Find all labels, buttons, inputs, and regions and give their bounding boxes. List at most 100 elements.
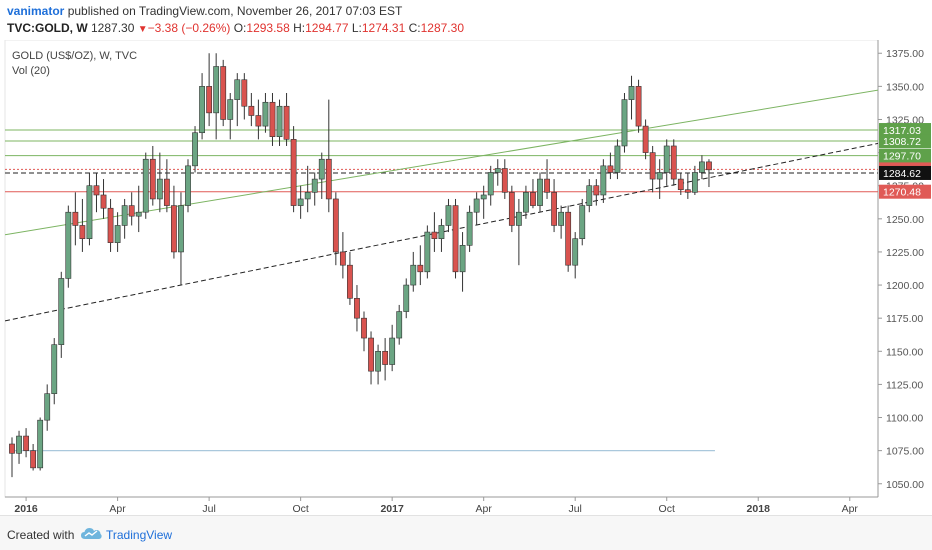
candle-down <box>9 443 15 454</box>
candle-up <box>663 145 670 173</box>
price-level-label: 1308.72 <box>883 136 921 148</box>
candle-down <box>417 264 424 273</box>
open-value: 1293.58 <box>246 21 290 35</box>
candle-up <box>487 172 494 196</box>
candle-up <box>213 66 220 114</box>
time-tick-label: Apr <box>476 503 493 515</box>
candle-down <box>332 198 339 253</box>
candle-up <box>445 205 452 226</box>
price-tick-label: 1175.00 <box>886 313 923 325</box>
candle-up <box>424 231 431 273</box>
candle-down <box>354 298 360 319</box>
candle-down <box>607 165 614 173</box>
candle-down <box>544 178 550 193</box>
price-level-badge <box>879 148 931 163</box>
chart-area[interactable]: 1050.00 1075.00 1100.00 1125.00 1150.00 1175.… <box>0 40 932 515</box>
candle-up <box>234 79 241 100</box>
time-tick-label: 2017 <box>380 503 404 515</box>
candle-down <box>670 145 677 180</box>
candle-down <box>339 251 346 266</box>
candle-down <box>706 161 712 171</box>
price-level-badge <box>879 123 931 138</box>
candle-up <box>537 178 543 206</box>
candle-up <box>65 211 72 279</box>
candle-down <box>107 207 114 243</box>
candle-up <box>227 99 234 120</box>
candle-up <box>410 264 417 286</box>
candle-down <box>684 189 691 193</box>
price-tick-label: 1200.00 <box>886 280 924 292</box>
last-price: 1287.30 <box>91 21 135 35</box>
candle-down <box>269 101 276 137</box>
close-label: C: <box>408 21 421 35</box>
price-chart[interactable]: 1050.00 1075.00 1100.00 1125.00 1150.00 1175.… <box>0 40 932 515</box>
high-label: H: <box>293 21 306 35</box>
published-text: published on TradingView.com, November 2… <box>64 4 403 18</box>
candle-up <box>142 158 149 213</box>
candle-up <box>375 350 381 372</box>
price-level-label: 1297.70 <box>883 151 921 163</box>
candle-down <box>79 225 86 239</box>
trend-line <box>5 89 878 236</box>
candle-up <box>37 419 44 469</box>
candle-up <box>600 165 607 196</box>
candle-down <box>382 350 389 365</box>
candle-down <box>128 205 135 217</box>
candle-up <box>262 101 269 127</box>
trend-line <box>5 142 878 322</box>
candle-down <box>635 86 642 127</box>
price-tick-label: 1075.00 <box>886 446 924 458</box>
price-tick-label: 1125.00 <box>886 379 923 391</box>
candle-down <box>565 211 572 266</box>
candle-down <box>30 450 37 469</box>
candle-up <box>44 393 51 421</box>
candle-up <box>304 192 311 200</box>
candle-up <box>396 311 403 339</box>
price-level-badge <box>879 184 931 199</box>
price-level-label: 1270.48 <box>883 187 921 199</box>
low-value: 1274.31 <box>361 21 406 35</box>
candle-down <box>642 125 649 153</box>
high-value: 1294.77 <box>305 21 349 35</box>
candle-up <box>389 337 396 365</box>
price-tick-label: 1250.00 <box>886 214 924 226</box>
author-link[interactable]: vanimator <box>7 4 65 18</box>
price-level-badge <box>879 165 931 180</box>
candle-up <box>691 172 698 193</box>
time-tick-label: 2016 <box>14 503 38 515</box>
candle-up <box>403 284 410 312</box>
candle-up <box>614 145 621 173</box>
open-label: O: <box>233 21 247 35</box>
candle-down <box>290 139 297 206</box>
candle-up <box>656 172 663 180</box>
time-tick-label: Jul <box>202 503 215 515</box>
price-tick-label: 1350.00 <box>886 81 924 93</box>
symbol-name: TVC:GOLD, W <box>7 21 88 35</box>
candle-up <box>192 132 198 167</box>
candle-up <box>466 211 473 246</box>
candle-down <box>361 317 367 339</box>
price-level-label: 1284.62 <box>883 168 921 180</box>
close-value: 1287.30 <box>420 21 464 35</box>
chart-legend-title: GOLD (US$/OZ), W, TVC <box>12 50 138 62</box>
candle-down <box>508 192 515 226</box>
candle-down <box>368 337 374 372</box>
time-tick-label: Apr <box>109 503 126 515</box>
price-tick-label: 1375.00 <box>886 48 924 60</box>
candle-down <box>649 152 656 180</box>
price-level-label: 1317.03 <box>883 125 921 137</box>
candle-down <box>325 158 332 200</box>
time-tick-label: Oct <box>659 503 675 515</box>
time-tick-label: Jul <box>568 503 581 515</box>
candle-down <box>677 178 684 190</box>
candle-up <box>628 86 635 100</box>
candle-down <box>431 231 438 239</box>
candle-down <box>163 178 170 206</box>
candle-up <box>51 344 58 394</box>
volume-legend: Vol (20) <box>12 65 50 77</box>
candle-down <box>149 158 156 200</box>
chart-header: vanimator published on TradingView.com, … <box>0 0 932 40</box>
candle-up <box>586 185 593 206</box>
time-tick-label: Apr <box>842 503 859 515</box>
tradingview-brand-link[interactable]: TradingView <box>106 528 173 542</box>
